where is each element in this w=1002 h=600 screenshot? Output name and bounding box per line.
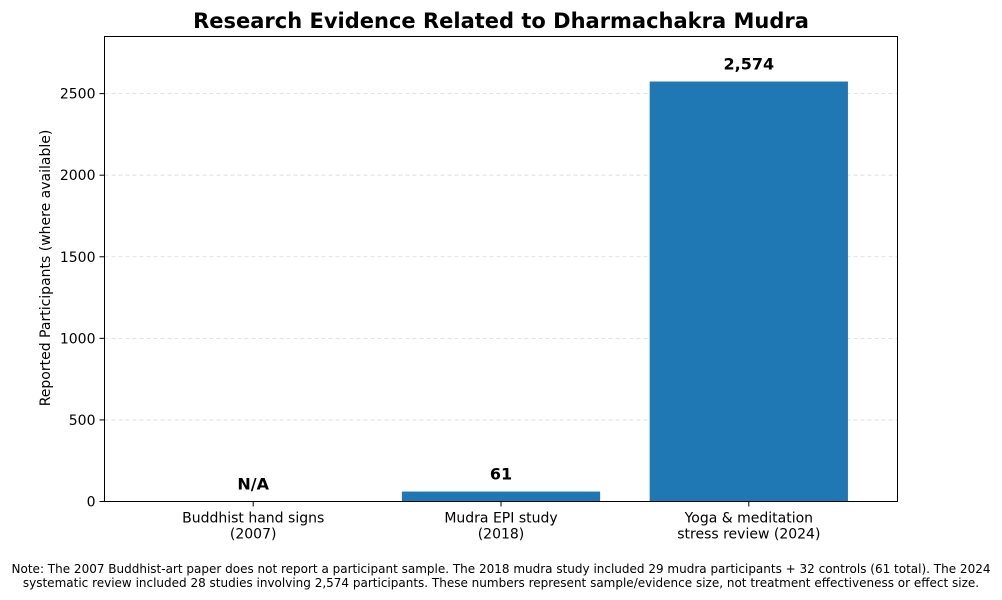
footnote: Note: The 2007 Buddhist-art paper does n…	[0, 562, 1002, 590]
y-tick-label: 0	[87, 495, 96, 511]
y-tick-label: 1500	[60, 250, 96, 266]
x-tick-label: Mudra EPI study	[444, 511, 557, 527]
y-tick-label: 2000	[60, 168, 96, 184]
data-label: N/A	[237, 475, 269, 494]
x-tick-label: stress review (2024)	[677, 527, 820, 543]
bars	[401, 81, 848, 502]
data-label: 2,574	[724, 55, 775, 74]
y-axis-label: Reported Participants (where available)	[38, 130, 54, 407]
y-tick-label: 1000	[60, 331, 96, 347]
x-tick-label: (2018)	[478, 527, 525, 543]
chart-title: Research Evidence Related to Dharmachakr…	[193, 9, 809, 33]
plot-frame	[104, 36, 898, 502]
y-axis-ticks: 0 500 1000 1500 2000 2500	[60, 87, 105, 511]
bar	[401, 491, 601, 502]
data-label: 61	[490, 465, 512, 484]
y-tick-label: 500	[69, 413, 96, 429]
bar	[649, 81, 848, 502]
x-axis-ticks: Buddhist hand signs(2007) Mudra EPI study…	[182, 501, 820, 543]
x-tick-label: Yoga & meditation	[684, 511, 813, 527]
x-tick-label: Buddhist hand signs	[182, 511, 324, 527]
footnote-line-2: systematic review included 28 studies in…	[22, 576, 980, 590]
data-labels: N/A 61 2,574	[237, 55, 774, 494]
y-tick-label: 2500	[60, 87, 96, 103]
x-tick-label: (2007)	[230, 527, 277, 543]
footnote-line-1: Note: The 2007 Buddhist-art paper does n…	[11, 562, 991, 576]
